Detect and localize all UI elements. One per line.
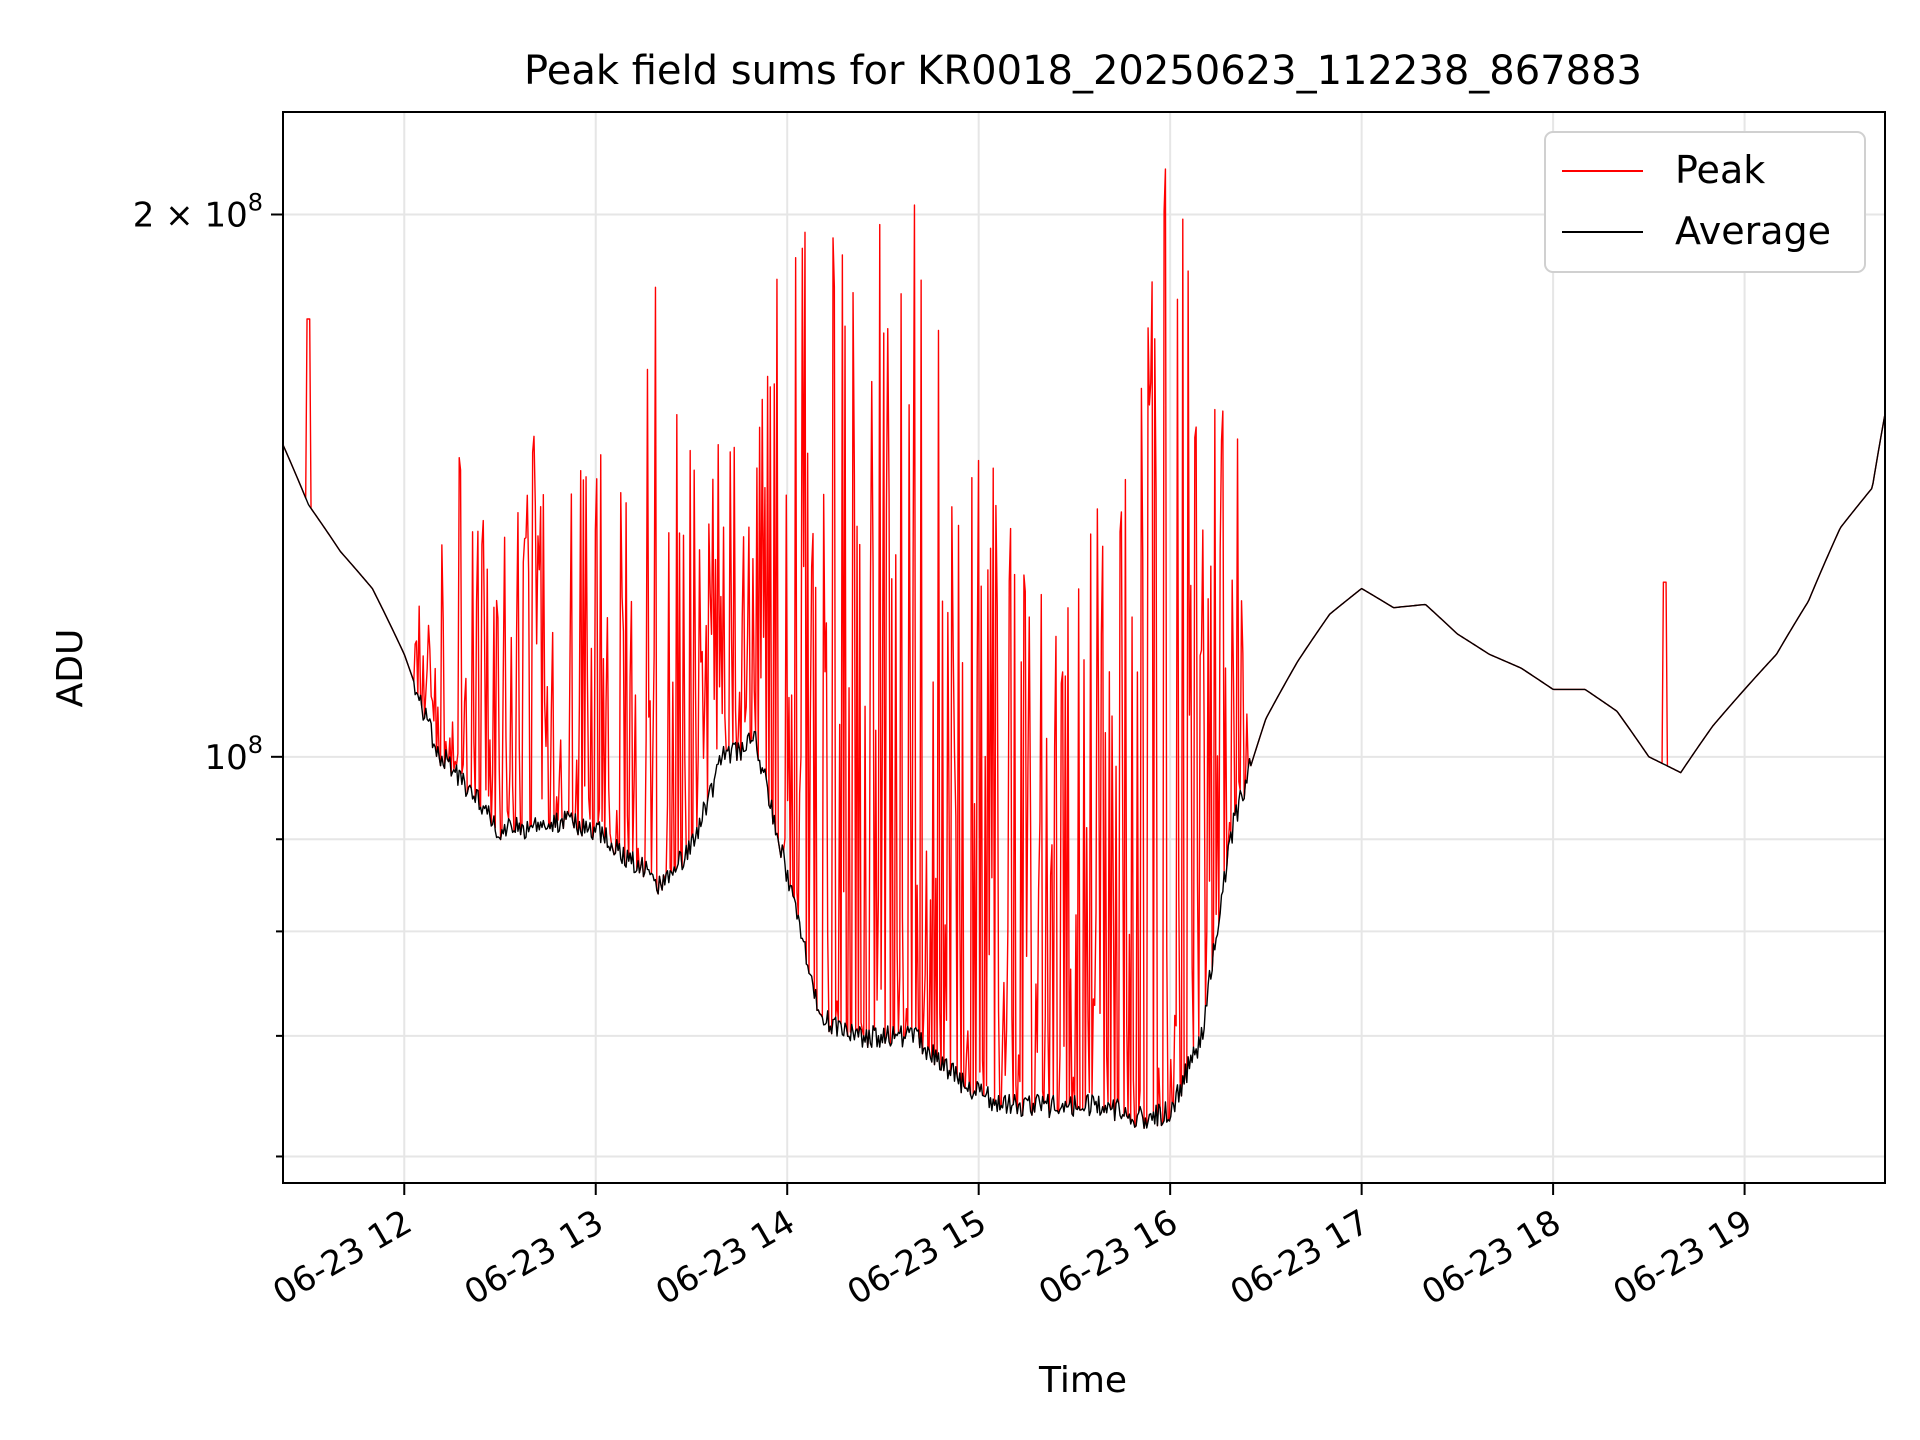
x-tick-label: 06-23 19 [1607, 1202, 1759, 1313]
x-tick-label: 06-23 16 [1032, 1202, 1184, 1313]
legend-peak-label: Peak [1675, 148, 1765, 192]
x-tick-label: 06-23 17 [1224, 1202, 1376, 1313]
chart-title: Peak field sums for KR0018_20250623_1122… [524, 48, 1642, 94]
x-tick-label: 06-23 12 [266, 1202, 418, 1313]
series-line-peak [283, 168, 1885, 1130]
plot-frame [282, 111, 1886, 1184]
y-tick-label: 108 [204, 731, 263, 778]
series-line-average [283, 413, 1885, 1130]
x-tick-label: 06-23 18 [1415, 1202, 1567, 1313]
x-tick-label: 06-23 13 [458, 1202, 610, 1313]
x-tick-label: 06-23 15 [841, 1202, 993, 1313]
legend-average-label: Average [1675, 209, 1831, 253]
plot-area: 06-23 12 06-23 13 06-23 14 06-23 15 06-23 16… [133, 111, 1886, 1313]
legend-frame [1544, 131, 1866, 273]
x-tick-label: 06-23 14 [649, 1202, 801, 1313]
x-axis-label: Time [1038, 1360, 1127, 1401]
legend: Peak Average [1544, 131, 1866, 273]
series-lines [283, 168, 1885, 1130]
y-tick-label: 2 × 108 [133, 189, 263, 236]
y-axis-label: ADU [50, 629, 91, 708]
